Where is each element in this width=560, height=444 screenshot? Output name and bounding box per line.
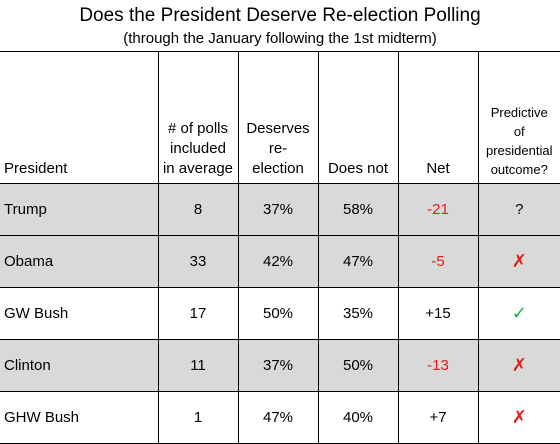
question-mark-icon: ? (478, 184, 560, 236)
cell-polls: 1 (158, 392, 238, 444)
page-title: Does the President Deserve Re-election P… (0, 4, 560, 28)
cell-polls: 11 (158, 340, 238, 392)
header-does-not: Does not (318, 52, 398, 184)
header-predictive: Predictive of presidential outcome? (478, 52, 560, 184)
header-does-not-label: Does not (328, 160, 388, 177)
header-predictive-line1: Predictive (479, 103, 560, 122)
cell-does-not: 47% (318, 236, 398, 288)
header-polls-line2: included (159, 139, 238, 159)
cell-deserves: 50% (238, 288, 318, 340)
header-net-label: Net (426, 160, 449, 177)
cell-polls: 33 (158, 236, 238, 288)
cell-net: -13 (398, 340, 478, 392)
cell-does-not: 40% (318, 392, 398, 444)
header-polls-line3: in average (159, 159, 238, 179)
cell-polls: 17 (158, 288, 238, 340)
header-deserves-line1: Deserves (239, 119, 318, 139)
check-icon: ✓ (478, 288, 560, 340)
cell-does-not: 58% (318, 184, 398, 236)
reelection-polling-table: President # of polls included in average… (0, 52, 560, 444)
header-predictive-line4: outcome? (479, 160, 560, 179)
cell-deserves: 37% (238, 340, 318, 392)
table-row: Trump 8 37% 58% -21 ? (0, 184, 560, 236)
cell-deserves: 37% (238, 184, 318, 236)
table-row: Obama 33 42% 47% -5 ✗ (0, 236, 560, 288)
cell-does-not: 35% (318, 288, 398, 340)
header-deserves-line2: re- (239, 139, 318, 159)
header-row: President # of polls included in average… (0, 52, 560, 184)
table-row: Clinton 11 37% 50% -13 ✗ (0, 340, 560, 392)
header-president: President (0, 52, 158, 184)
cell-president: GHW Bush (0, 392, 158, 444)
cell-president: Obama (0, 236, 158, 288)
header-predictive-line2: of (479, 122, 560, 141)
table-row: GW Bush 17 50% 35% +15 ✓ (0, 288, 560, 340)
header-deserves: Deserves re- election (238, 52, 318, 184)
header-president-label: President (4, 160, 67, 177)
header-net: Net (398, 52, 478, 184)
page-subtitle: (through the January following the 1st m… (0, 30, 560, 48)
cell-president: Trump (0, 184, 158, 236)
cell-deserves: 47% (238, 392, 318, 444)
cell-net: +7 (398, 392, 478, 444)
cell-polls: 8 (158, 184, 238, 236)
cell-president: GW Bush (0, 288, 158, 340)
cell-net: -21 (398, 184, 478, 236)
cross-icon: ✗ (478, 340, 560, 392)
polling-table-page: Does the President Deserve Re-election P… (0, 0, 560, 432)
cell-deserves: 42% (238, 236, 318, 288)
cell-net: +15 (398, 288, 478, 340)
cross-icon: ✗ (478, 392, 560, 444)
cell-does-not: 50% (318, 340, 398, 392)
header-predictive-line3: presidential (479, 141, 560, 160)
cell-president: Clinton (0, 340, 158, 392)
header-polls: # of polls included in average (158, 52, 238, 184)
table-row: GHW Bush 1 47% 40% +7 ✗ (0, 392, 560, 444)
cross-icon: ✗ (478, 236, 560, 288)
header-deserves-line3: election (239, 159, 318, 179)
cell-net: -5 (398, 236, 478, 288)
header-polls-line1: # of polls (159, 119, 238, 139)
